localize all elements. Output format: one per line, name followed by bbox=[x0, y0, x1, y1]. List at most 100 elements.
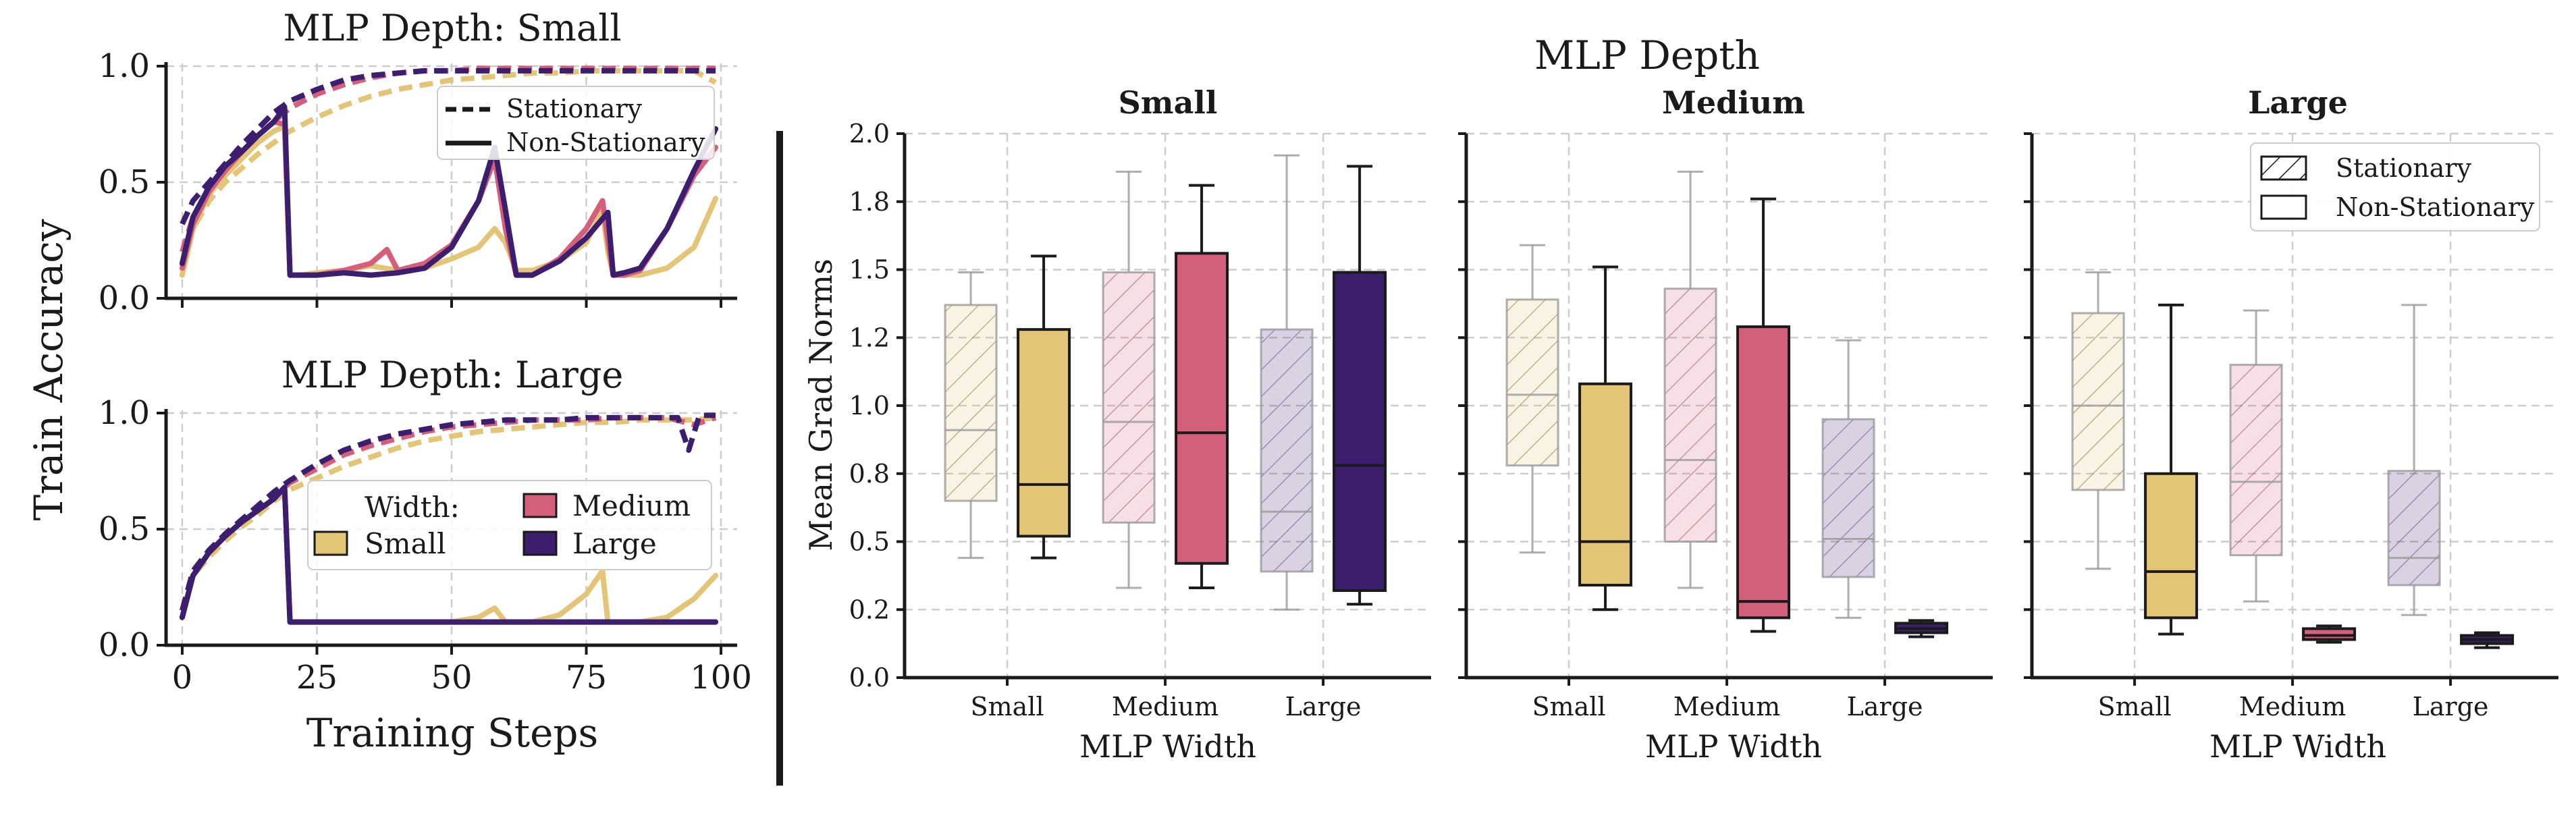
y-ticks bbox=[2024, 132, 2032, 679]
box-large-non-stationary bbox=[1333, 165, 1387, 606]
box-body bbox=[1102, 271, 1156, 524]
boxplot-small: Small 0.0 0.2 0.5 0.8 1.0 1.2 1.5 1.8 2.0 Small M… bbox=[849, 84, 1431, 765]
box-body bbox=[1821, 418, 1875, 578]
box-small-stationary bbox=[944, 271, 998, 560]
series-line bbox=[180, 414, 716, 611]
y-tick-label: 0.0 bbox=[99, 626, 150, 664]
box-body bbox=[1017, 328, 1071, 538]
y-ticks bbox=[1458, 132, 1466, 679]
x-axis-label: MLP Width bbox=[1079, 728, 1256, 765]
legend-frame bbox=[307, 480, 712, 570]
boxplot-large: Large Small Medium Large MLP Width Station… bbox=[2024, 84, 2558, 765]
legend-label-non-stationary: Non-Stationary bbox=[2336, 192, 2535, 222]
x-tick-label: 0 bbox=[172, 659, 193, 697]
legend-label-large: Large bbox=[572, 527, 657, 560]
box-small-non-stationary bbox=[1017, 254, 1071, 560]
x-tick-label: 100 bbox=[690, 659, 752, 697]
y-tick-label: 1.2 bbox=[849, 323, 890, 352]
legend-width: Width: Small Medium Large bbox=[307, 480, 712, 570]
legend-label-stationary: Stationary bbox=[2336, 153, 2472, 183]
legend-hatched-swatch-icon bbox=[2260, 155, 2307, 181]
series-line bbox=[180, 67, 716, 225]
y-axis-label-mean-grad-norms: Mean Grad Norms bbox=[803, 258, 839, 551]
y-tick-label: 1.5 bbox=[849, 255, 890, 285]
x-axis-label: Training Steps bbox=[306, 710, 599, 756]
line-chart-bottom-title: MLP Depth: Large bbox=[281, 354, 624, 396]
box-medium-stationary bbox=[2229, 309, 2283, 603]
x-tick-labels: 0 25 50 75 100 bbox=[172, 645, 752, 697]
legend-stationarity: Stationary Non-Stationary bbox=[437, 86, 715, 160]
y-tick-label: 0.5 bbox=[99, 510, 150, 548]
x-tick-label: Small bbox=[2098, 692, 2172, 721]
box-body bbox=[1663, 288, 1717, 543]
box-medium-non-stationary bbox=[2302, 624, 2357, 644]
y-tick-label: 0.5 bbox=[849, 527, 890, 557]
box-small-stationary bbox=[2071, 271, 2125, 570]
x-tick-labels: Small Medium Large bbox=[971, 678, 1362, 721]
panel-separator bbox=[776, 131, 783, 786]
x-tick-label: Medium bbox=[1112, 692, 1218, 721]
x-tick-labels: Small Medium Large bbox=[2098, 678, 2489, 721]
x-tick-label: 50 bbox=[431, 659, 472, 697]
box-body bbox=[1578, 382, 1633, 587]
box-body bbox=[2302, 627, 2357, 641]
y-tick-labels: 0.0 0.2 0.5 0.8 1.0 1.2 1.5 1.8 2.0 bbox=[849, 119, 905, 692]
legend-label-stationary: Stationary bbox=[506, 94, 643, 124]
y-tick-label: 1.8 bbox=[849, 187, 890, 217]
y-tick-label: 1.0 bbox=[99, 47, 150, 85]
legend-swatch-small bbox=[313, 530, 348, 556]
y-tick-label: 1.0 bbox=[99, 394, 150, 432]
legend-swatch-large bbox=[522, 530, 558, 556]
x-tick-label: Large bbox=[2413, 692, 2489, 721]
box-medium-non-stationary bbox=[1175, 184, 1229, 590]
box-large-stationary bbox=[2387, 304, 2441, 616]
box-large-stationary bbox=[1260, 154, 1314, 611]
y-tick-label: 2.0 bbox=[849, 119, 890, 148]
y-tick-labels: 0.0 0.5 1.0 bbox=[99, 394, 166, 664]
box-medium-non-stationary bbox=[1736, 197, 1791, 633]
boxplot-medium: Medium Small Medium Large MLP Width bbox=[1458, 84, 1993, 765]
legend-label-small: Small bbox=[365, 527, 446, 560]
series-line bbox=[179, 485, 719, 625]
box-body bbox=[1505, 298, 1559, 467]
boxes bbox=[2071, 271, 2515, 649]
legend-label-non-stationary: Non-Stationary bbox=[506, 128, 705, 157]
legend-swatch-medium bbox=[522, 493, 558, 518]
x-tick-label: 25 bbox=[296, 659, 338, 697]
box-small-non-stationary bbox=[1578, 265, 1633, 611]
box-body bbox=[1175, 252, 1229, 565]
x-tick-label: Medium bbox=[2239, 692, 2346, 721]
x-tick-labels: Small Medium Large bbox=[1532, 678, 1923, 721]
series-line bbox=[179, 105, 719, 278]
gridlines bbox=[905, 132, 1431, 678]
line-chart-top: MLP Depth: Small 0.0 0.5 1.0 Stationary No… bbox=[99, 7, 737, 317]
x-axis-label: MLP Width bbox=[1645, 728, 1822, 765]
box-body bbox=[2144, 472, 2199, 620]
series-group bbox=[179, 412, 719, 625]
legend-plain-swatch-icon bbox=[2260, 194, 2307, 220]
line-chart-bottom: MLP Depth: Large 0.0 0.5 1.0 0 25 50 75 100 Wi… bbox=[99, 354, 752, 756]
series-group bbox=[179, 65, 719, 278]
box-body bbox=[1260, 328, 1314, 573]
x-ticks bbox=[180, 298, 723, 308]
boxes bbox=[1505, 170, 1949, 638]
y-tick-label: 0.5 bbox=[99, 163, 150, 201]
x-axis-label: MLP Width bbox=[2209, 728, 2386, 765]
box-medium-stationary bbox=[1102, 170, 1156, 589]
x-tick-label: Small bbox=[971, 692, 1044, 721]
boxes bbox=[944, 154, 1387, 611]
legend-frame bbox=[2250, 142, 2540, 231]
x-tick-label: Medium bbox=[1673, 692, 1780, 721]
x-tick-label: Small bbox=[1532, 692, 1606, 721]
y-tick-label: 0.0 bbox=[849, 663, 890, 692]
boxplot-large-title: Large bbox=[2248, 84, 2348, 121]
gridlines bbox=[2032, 132, 2558, 678]
box-large-non-stationary bbox=[1894, 619, 1949, 638]
y-tick-label: 0.0 bbox=[99, 279, 150, 317]
boxplot-medium-title: Medium bbox=[1662, 84, 1805, 121]
boxplot-small-title: Small bbox=[1119, 84, 1218, 121]
box-body bbox=[944, 304, 998, 502]
legend-title: Width: bbox=[365, 491, 460, 524]
series-line bbox=[180, 67, 717, 265]
